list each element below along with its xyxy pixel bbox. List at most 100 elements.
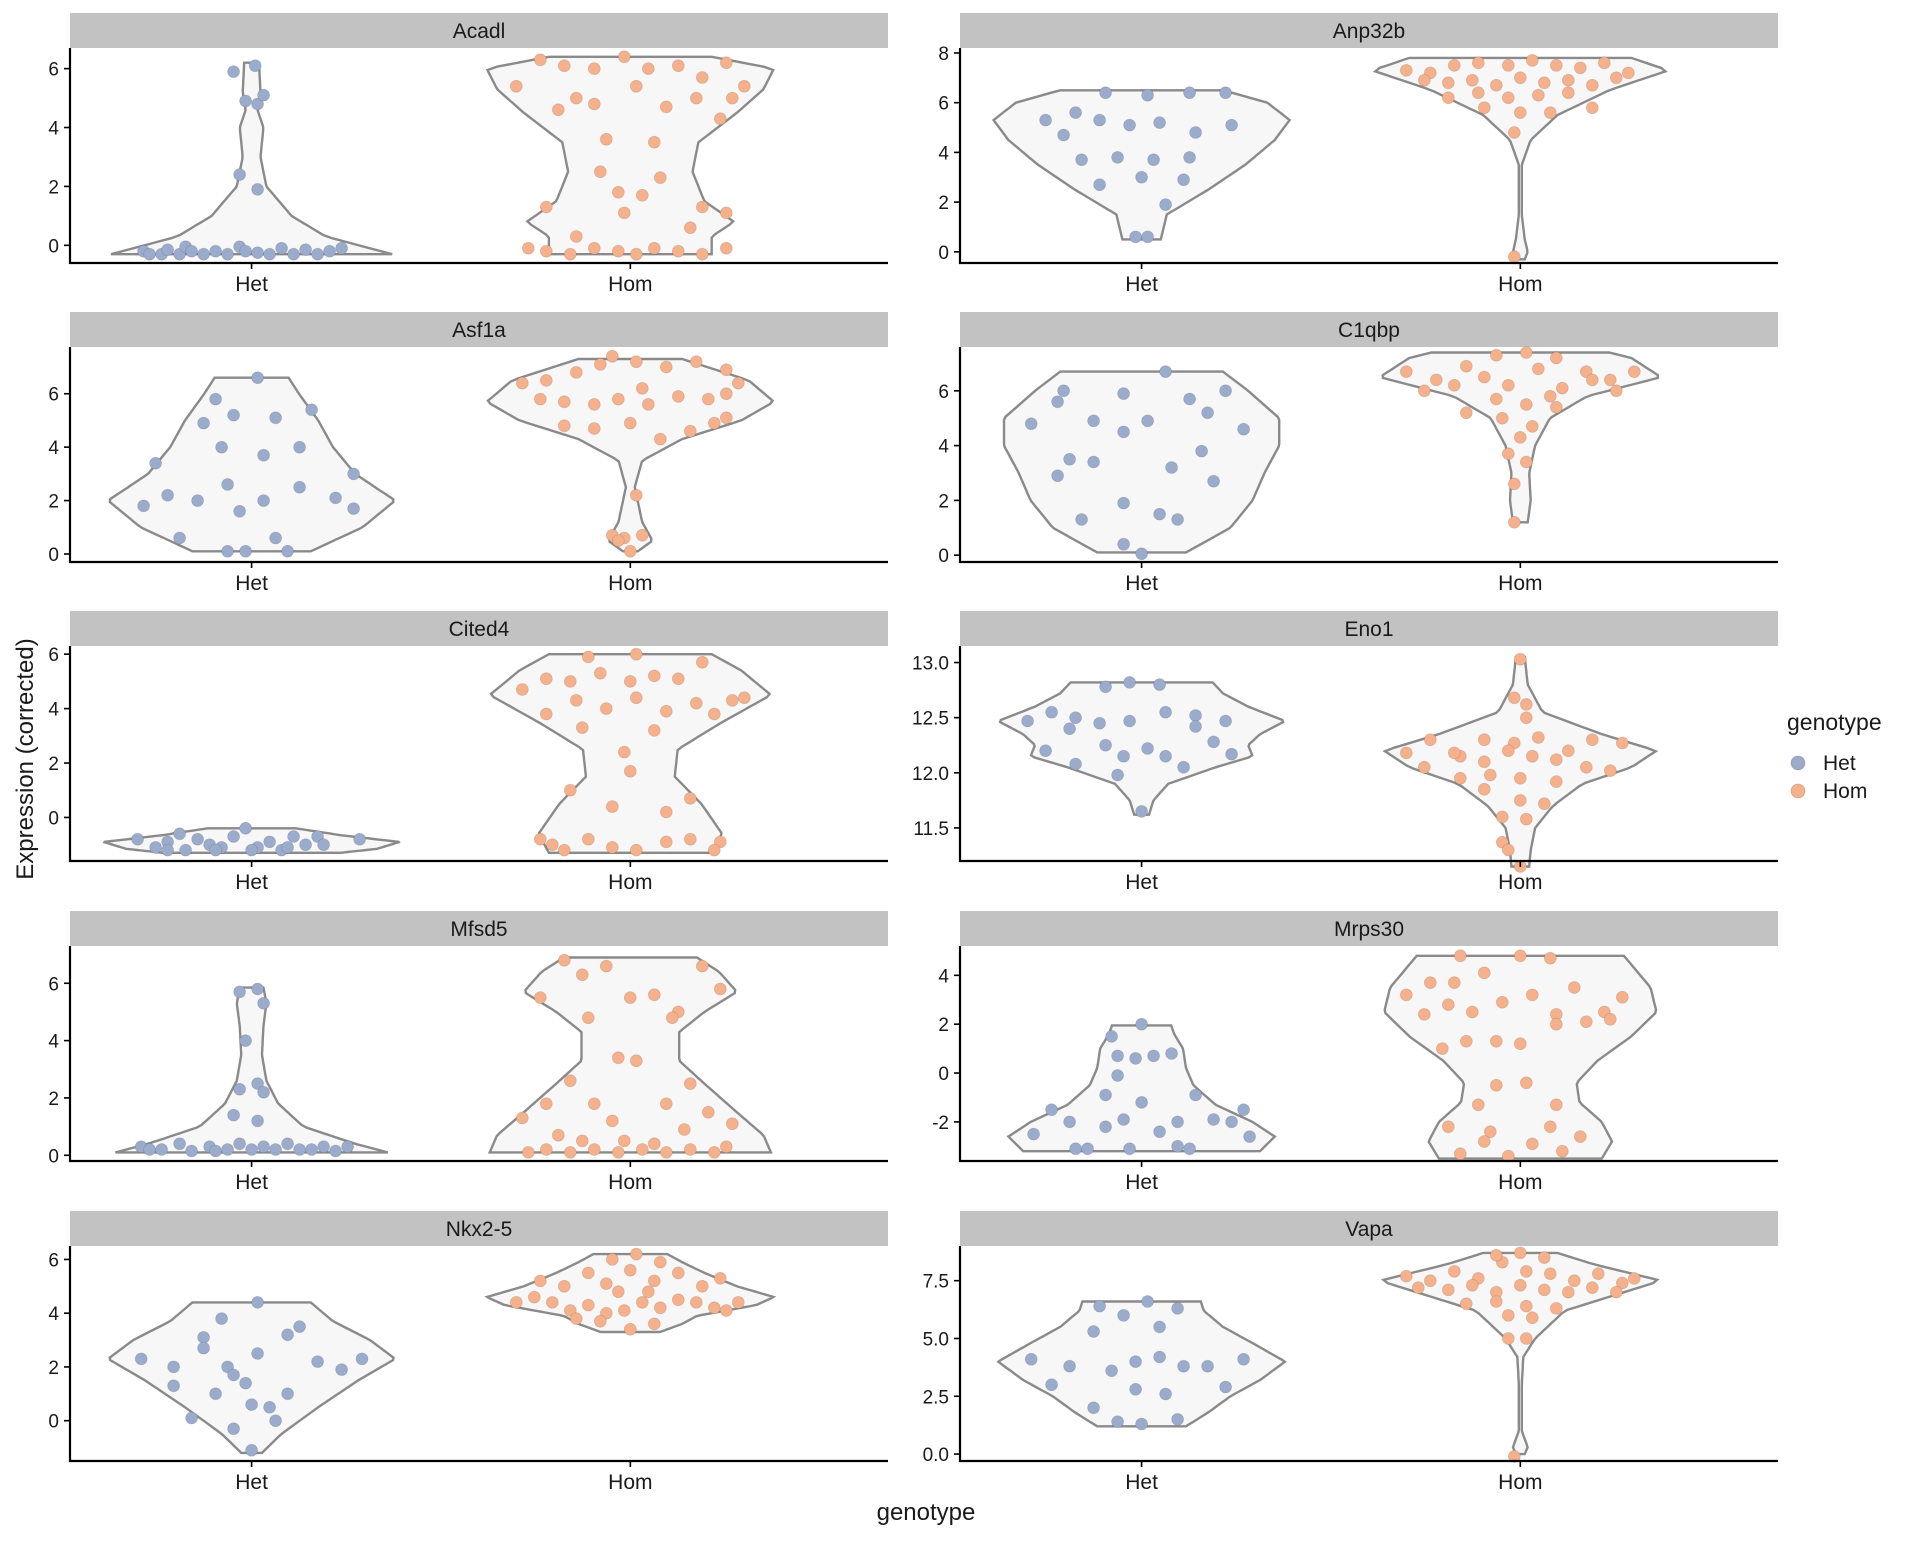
data-point-het <box>185 1144 199 1158</box>
data-point-hom <box>1513 652 1527 666</box>
data-point-hom <box>659 360 673 374</box>
data-point-hom <box>629 647 643 661</box>
data-point-hom <box>641 62 655 75</box>
data-point-hom <box>509 79 523 93</box>
data-point-hom <box>557 59 571 73</box>
data-point-hom <box>1585 101 1599 115</box>
data-point-hom <box>1579 365 1593 379</box>
data-point-het <box>281 544 295 558</box>
data-point-het <box>197 416 211 430</box>
data-point-hom <box>1441 1120 1455 1134</box>
x-tick-label: Het <box>235 871 268 894</box>
data-point-het <box>1177 760 1190 774</box>
data-point-het <box>1063 722 1076 736</box>
data-point-hom <box>1477 101 1491 115</box>
data-point-het <box>329 1144 343 1158</box>
data-point-hom <box>1549 400 1563 414</box>
data-point-het <box>1087 455 1100 469</box>
data-point-het <box>341 1140 355 1154</box>
data-point-het <box>299 243 313 257</box>
data-point-hom <box>731 376 745 390</box>
data-point-het <box>1123 118 1136 132</box>
x-tick-label: Hom <box>1498 1471 1542 1494</box>
data-point-het <box>239 1376 253 1390</box>
data-point-hom <box>659 1097 673 1111</box>
data-point-het <box>173 531 187 545</box>
data-point-hom <box>623 1263 637 1277</box>
data-point-hom <box>545 1296 559 1309</box>
data-point-het <box>269 531 283 545</box>
facet-title: Cited4 <box>449 618 510 641</box>
data-point-het <box>329 491 343 505</box>
data-point-hom <box>629 79 643 93</box>
data-point-het <box>227 830 241 843</box>
data-point-hom <box>1465 1278 1479 1292</box>
data-point-het <box>248 59 262 73</box>
data-point-het <box>1135 1096 1148 1109</box>
data-point-het <box>245 1143 259 1156</box>
data-point-hom <box>1429 373 1443 387</box>
data-point-hom <box>1615 1276 1629 1290</box>
data-point-het <box>1153 1320 1166 1334</box>
data-point-hom <box>1441 91 1455 105</box>
data-point-hom <box>1537 797 1551 811</box>
data-point-het <box>1159 749 1172 763</box>
data-point-het <box>251 246 265 260</box>
x-tick-label: Hom <box>608 871 652 894</box>
data-point-het <box>233 1082 247 1096</box>
y-tick-label: 8 <box>938 44 949 65</box>
facet-panel-nkx2-5: Nkx2-5 0 2 4 6 Het Hom <box>48 1211 888 1494</box>
data-point-het <box>293 1143 307 1156</box>
data-point-hom <box>623 416 637 430</box>
data-point-hom <box>593 1314 607 1328</box>
y-tick-label: 4 <box>48 1304 59 1325</box>
data-point-hom <box>1477 966 1491 980</box>
data-point-hom <box>1549 59 1563 72</box>
violin-het <box>1002 370 1281 554</box>
data-point-het <box>143 247 157 261</box>
x-tick-label: Het <box>1125 572 1158 595</box>
data-point-hom <box>1531 731 1545 744</box>
data-point-het <box>263 835 277 849</box>
data-point-hom <box>539 244 553 258</box>
data-point-het <box>1129 1052 1142 1065</box>
data-point-hom <box>515 683 529 696</box>
data-point-hom <box>1489 1078 1503 1092</box>
data-point-hom <box>539 373 553 387</box>
data-point-hom <box>695 71 709 84</box>
data-point-hom <box>617 745 631 759</box>
data-point-hom <box>587 62 601 75</box>
data-point-het <box>263 1400 277 1414</box>
data-point-hom <box>1423 733 1437 747</box>
data-point-hom <box>1513 1246 1527 1260</box>
data-point-hom <box>659 704 673 718</box>
data-point-hom <box>647 1137 661 1151</box>
data-point-het <box>245 843 259 857</box>
facet-panel-mrps30: Mrps30 -2 0 2 4 Het Hom <box>932 911 1778 1194</box>
data-point-hom <box>1489 1034 1503 1048</box>
data-point-hom <box>623 1322 637 1336</box>
data-point-hom <box>695 1279 709 1293</box>
data-point-hom <box>1501 447 1515 461</box>
data-point-hom <box>701 392 715 406</box>
data-point-het <box>221 544 235 558</box>
data-point-hom <box>563 1074 577 1088</box>
data-point-het <box>1159 365 1172 379</box>
data-point-hom <box>1537 1251 1551 1264</box>
data-point-hom <box>1447 746 1461 760</box>
data-point-het <box>173 1137 187 1151</box>
facet-strip <box>960 13 1778 48</box>
data-point-hom <box>1519 398 1533 411</box>
data-point-hom <box>1549 1098 1563 1112</box>
facet-title: C1qbp <box>1338 319 1400 342</box>
data-point-hom <box>629 1247 643 1261</box>
data-point-hom <box>707 1301 721 1315</box>
data-point-het <box>245 1443 259 1457</box>
data-point-hom <box>1537 1283 1551 1297</box>
data-point-hom <box>1543 1267 1557 1281</box>
data-point-hom <box>1525 988 1539 1002</box>
data-point-hom <box>1441 1283 1455 1297</box>
data-point-het <box>317 1140 331 1154</box>
data-point-het <box>221 247 235 261</box>
data-point-hom <box>671 244 685 258</box>
